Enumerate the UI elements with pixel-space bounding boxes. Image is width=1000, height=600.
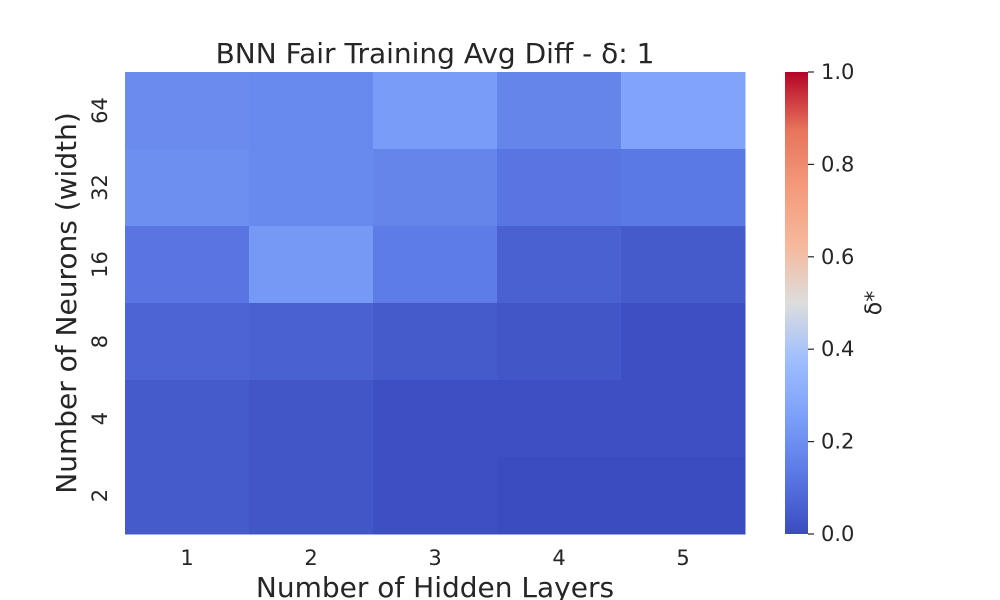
colorbar-tick-label: 0.8 [821,152,854,176]
heatmap-cell [125,226,250,304]
y-tick-label: 64 [88,97,112,124]
y-tick-labels: 64 32 16 8 4 2 [88,97,112,502]
heatmap-cell [373,457,498,535]
colorbar-tick-label: 0.6 [821,245,854,269]
heatmap-cell [497,149,622,227]
heatmap-cell [373,72,498,150]
heatmap-cell [249,303,374,381]
colorbar-tick-label: 0.2 [821,430,854,454]
heatmap-cells [125,72,746,535]
heatmap-cell [249,457,374,535]
heatmap-cell [249,149,374,227]
x-tick-labels: 1 2 3 4 5 [180,546,689,570]
heatmap-cell [125,149,250,227]
heatmap-cell [373,303,498,381]
heatmap-cell [621,380,746,458]
heatmap-cell [497,380,622,458]
y-tick-label: 16 [88,251,112,278]
x-tick-label: 1 [180,546,193,570]
x-tick-label: 5 [676,546,689,570]
colorbar-label: δ* [862,291,887,315]
x-tick-label: 2 [304,546,317,570]
y-tick-label: 4 [88,412,112,425]
colorbar-tick-label: 1.0 [821,60,854,84]
y-axis-label: Number of Neurons (width) [50,112,83,493]
x-tick-label: 4 [552,546,565,570]
x-axis-label: Number of Hidden Layers [256,571,614,600]
colorbar [785,72,808,534]
colorbar-tick-label: 0.4 [821,337,854,361]
heatmap-cell [249,226,374,304]
heatmap-cell [621,303,746,381]
x-tick-label: 3 [428,546,441,570]
heatmap-cell [125,72,250,150]
colorbar-tick-label: 0.0 [821,522,854,546]
heatmap-cell [125,380,250,458]
heatmap-cell [249,72,374,150]
y-tick-label: 8 [88,335,112,348]
heatmap-cell [249,380,374,458]
heatmap-cell [125,303,250,381]
colorbar-ticks: 0.0 0.2 0.4 0.6 0.8 1.0 [808,60,854,546]
heatmap-cell [497,303,622,381]
heatmap-cell [621,226,746,304]
heatmap-cell [497,72,622,150]
heatmap-cell [497,226,622,304]
chart-title: BNN Fair Training Avg Diff - δ: 1 [216,37,655,70]
heatmap-cell [125,457,250,535]
heatmap-cell [621,149,746,227]
heatmap-cell [621,72,746,150]
y-tick-label: 2 [88,489,112,502]
y-tick-label: 32 [88,174,112,201]
heatmap-cell [373,226,498,304]
heatmap-cell [373,380,498,458]
heatmap-cell [621,457,746,535]
heatmap-cell [497,457,622,535]
heatmap-cell [373,149,498,227]
